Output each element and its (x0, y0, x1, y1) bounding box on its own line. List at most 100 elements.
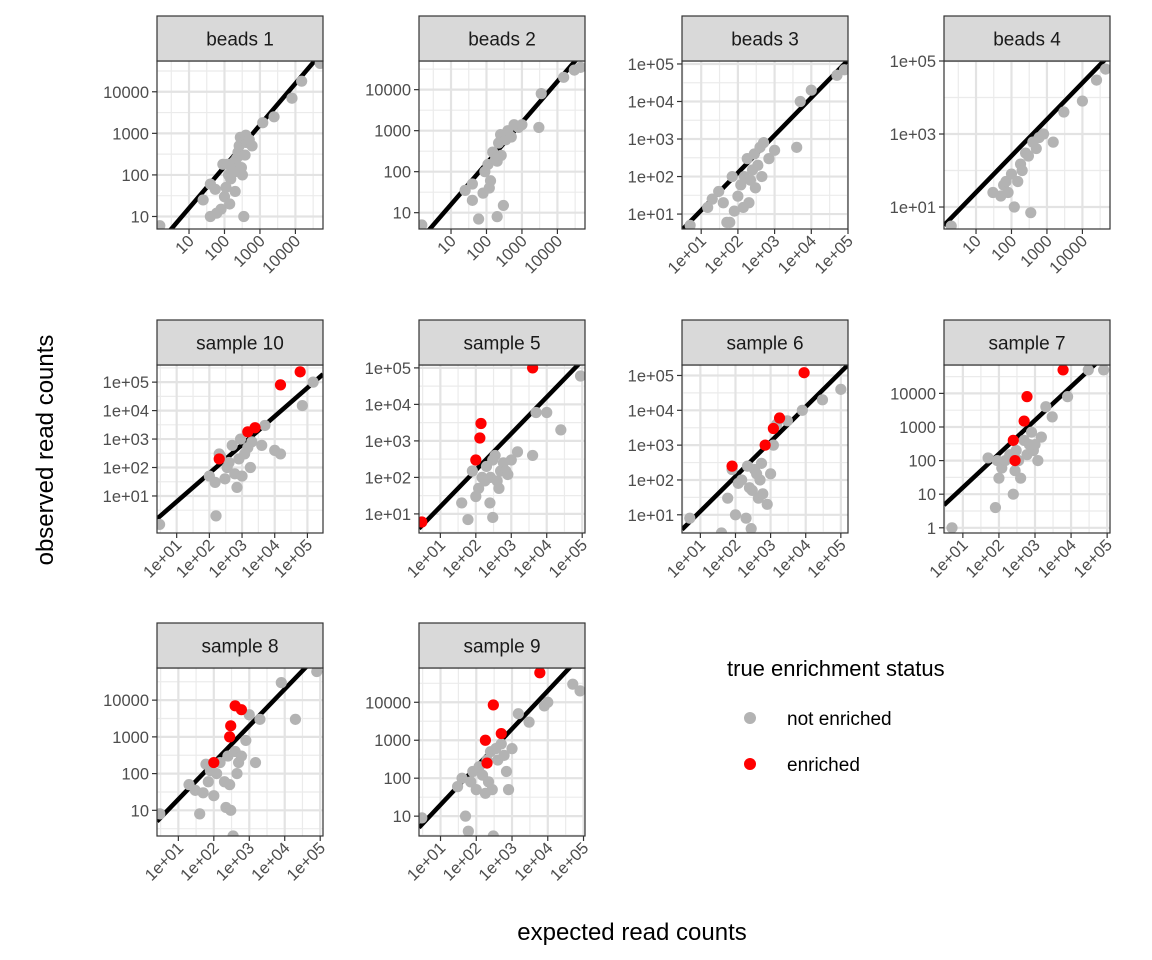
point-not-enriched (274, 448, 287, 460)
point-not-enriched (768, 144, 781, 156)
point-not-enriched (419, 812, 428, 824)
strip-sample-7 (943, 319, 1111, 366)
reference-line (157, 668, 309, 823)
y-tick-label: 1e+01 (628, 206, 674, 224)
strip-beads-1 (156, 15, 324, 62)
point-not-enriched (745, 523, 757, 533)
point-not-enriched (470, 784, 482, 796)
point-enriched (419, 516, 428, 528)
points (157, 61, 323, 229)
point-enriched (487, 699, 499, 711)
point-not-enriched (1046, 411, 1058, 423)
strip-beads-2 (418, 15, 586, 62)
x-tick-label: 1e+02 (177, 839, 222, 884)
point-not-enriched (226, 439, 238, 451)
point-not-enriched (465, 776, 477, 788)
point-enriched (225, 720, 237, 732)
strip-sample-9 (418, 622, 586, 669)
point-not-enriched (767, 439, 779, 451)
panel-sample-10: sample 101e+011e+021e+031e+041e+051e+011… (103, 319, 324, 582)
y-tick-label: 1000 (374, 123, 411, 141)
points (157, 668, 323, 836)
point-enriched (1007, 434, 1019, 446)
y-tick-label: 10 (393, 205, 411, 223)
y-tick-label: 100 (121, 167, 149, 185)
point-not-enriched (210, 510, 222, 522)
point-not-enriched (473, 482, 485, 494)
point-not-enriched (713, 185, 725, 198)
point-enriched (798, 367, 810, 379)
y-tick-label: 1000 (112, 729, 149, 747)
x-tick-label: 1e+02 (962, 536, 1007, 581)
point-enriched (767, 422, 779, 435)
point-not-enriched (254, 713, 266, 725)
point-enriched (224, 731, 236, 743)
strip-label-sample-10: sample 10 (196, 334, 284, 355)
point-not-enriched (1099, 63, 1110, 75)
point-not-enriched (533, 121, 545, 134)
point-not-enriched (466, 194, 478, 206)
point-not-enriched (314, 61, 323, 70)
point-not-enriched (296, 75, 308, 87)
x-tick-label: 100 (463, 232, 495, 264)
y-tick-label: 1e+02 (365, 469, 411, 487)
point-not-enriched (816, 394, 829, 406)
x-tick-label: 1e+01 (664, 536, 709, 581)
point-enriched (213, 453, 225, 465)
legend-label-not-enriched: not enriched (787, 709, 892, 730)
x-tick-label: 1e+05 (811, 232, 856, 277)
gridlines (944, 61, 1110, 229)
x-tick-label: 1e+02 (701, 232, 746, 277)
x-tick-label: 100 (201, 232, 233, 264)
point-not-enriched (1002, 186, 1014, 199)
x-tick-label: 1e+05 (284, 839, 329, 884)
points (419, 668, 585, 836)
point-not-enriched (743, 197, 755, 209)
point-not-enriched (246, 140, 258, 152)
point-not-enriched (511, 446, 524, 458)
x-tick-label: 1e+03 (998, 536, 1043, 581)
y-tick-label: 1e+02 (628, 169, 674, 187)
strip-sample-10 (156, 319, 324, 366)
x-tick-label: 1e+04 (248, 839, 293, 884)
point-enriched (274, 379, 287, 391)
point-not-enriched (498, 749, 510, 761)
x-tick-label: 1e+02 (699, 536, 744, 581)
x-tick-label: 1e+04 (510, 536, 555, 581)
point-not-enriched (459, 810, 472, 822)
y-tick-label: 1e+01 (365, 506, 411, 524)
point-not-enriched (495, 149, 507, 161)
point-not-enriched (224, 198, 236, 210)
point-not-enriched (757, 137, 770, 149)
point-not-enriched (1058, 106, 1070, 118)
point-not-enriched (717, 197, 729, 209)
x-axis-title: expected read counts (517, 919, 747, 946)
legend-key-enriched (744, 758, 756, 770)
reference-line (944, 365, 1098, 507)
x-tick-label: 1e+04 (511, 839, 556, 884)
point-not-enriched (555, 424, 567, 436)
points (684, 367, 847, 533)
point-not-enriched (462, 825, 474, 836)
y-tick-label: 10 (131, 208, 149, 226)
point-not-enriched (487, 830, 499, 836)
x-tick-label: 1e+05 (1070, 536, 1115, 581)
point-not-enriched (225, 804, 237, 816)
point-not-enriched (307, 376, 319, 388)
y-tick-label: 1e+05 (628, 367, 674, 385)
panel-sample-5: sample 51e+011e+021e+031e+041e+051e+011e… (365, 319, 591, 582)
point-not-enriched (234, 433, 247, 445)
point-not-enriched (754, 474, 766, 486)
point-enriched (235, 704, 248, 716)
point-not-enriched (491, 211, 503, 223)
point-not-enriched (574, 61, 585, 73)
point-not-enriched (523, 716, 535, 728)
y-tick-label: 1e+01 (628, 507, 674, 525)
point-not-enriched (530, 406, 542, 419)
point-not-enriched (268, 111, 280, 123)
point-not-enriched (1012, 175, 1024, 188)
point-not-enriched (1037, 128, 1050, 140)
y-tick-label: 1000 (899, 419, 936, 437)
